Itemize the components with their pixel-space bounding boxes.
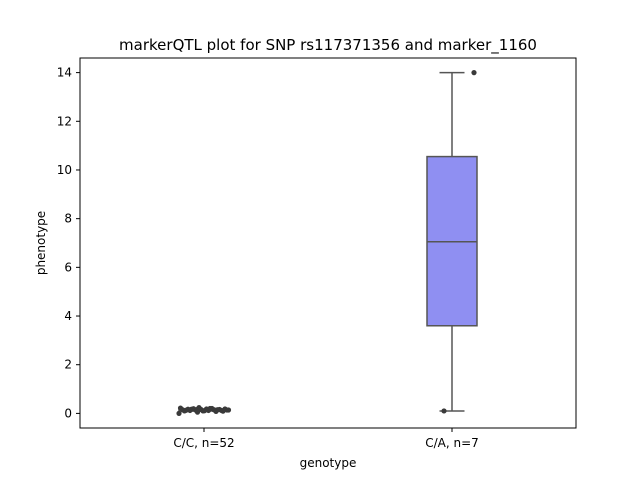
- outlier-point: [177, 405, 184, 411]
- outlier-point: [194, 406, 200, 413]
- y-tick-label: 10: [57, 163, 72, 177]
- outlier-point: [220, 408, 226, 414]
- chart-title: markerQTL plot for SNP rs117371356 and m…: [119, 36, 537, 55]
- outlier-point: [471, 70, 477, 76]
- axes: 0 2 4 6 8 10 12 14 C/C, n=52 C/A, n=7: [57, 57, 577, 450]
- y-tick-label: 4: [64, 309, 72, 323]
- outlier-point: [183, 407, 189, 413]
- y-tick-label: 14: [57, 66, 72, 80]
- y-axis-label: phenotype: [34, 211, 48, 275]
- x-tick-label: C/C, n=52: [173, 436, 234, 450]
- plot-frame: [79, 57, 577, 429]
- outlier-point: [212, 407, 219, 414]
- box-group: [176, 404, 232, 416]
- outlier-point: [207, 405, 213, 412]
- outlier-point: [225, 407, 232, 413]
- outlier-point: [188, 406, 195, 412]
- box-group: [426, 70, 478, 414]
- x-axis-label: genotype: [300, 456, 357, 470]
- y-tick-label: 8: [64, 212, 72, 226]
- outlier-point: [441, 408, 447, 414]
- outlier-point: [201, 408, 208, 414]
- y-tick-label: 6: [64, 260, 72, 274]
- outlier-point: [176, 410, 182, 416]
- y-tick-label: 2: [64, 358, 72, 372]
- x-tick-label: C/A, n=7: [425, 436, 479, 450]
- y-tick-label: 12: [57, 114, 72, 128]
- y-tick-label: 0: [64, 406, 72, 420]
- plot-area: [176, 70, 478, 416]
